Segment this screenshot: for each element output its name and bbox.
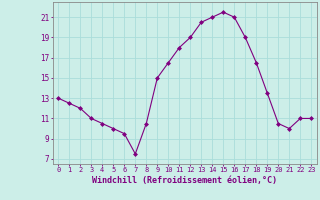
- X-axis label: Windchill (Refroidissement éolien,°C): Windchill (Refroidissement éolien,°C): [92, 176, 277, 185]
